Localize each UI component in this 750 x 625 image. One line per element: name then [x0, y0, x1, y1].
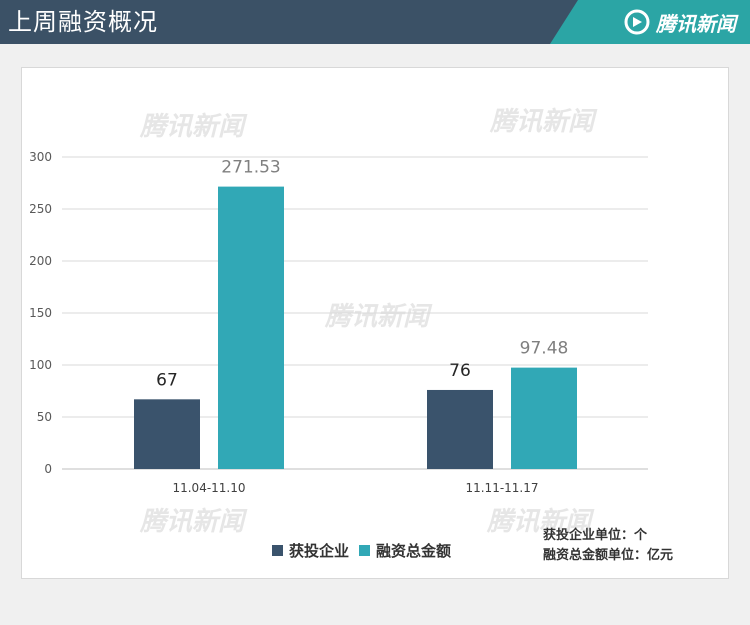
y-tick-label: 50 — [37, 410, 52, 424]
bar-amount — [218, 186, 284, 469]
chart-panel — [21, 67, 729, 579]
page-title: 上周融资概况 — [8, 8, 158, 36]
unit-note: 获投企业单位：个 融资总金额单位：亿元 — [543, 526, 673, 566]
header-bar: 上周融资概况 腾讯新闻 — [0, 0, 750, 44]
data-label: 67 — [156, 370, 178, 390]
x-category-label: 11.04-11.10 — [172, 481, 245, 495]
data-label: 76 — [449, 361, 471, 381]
unit-note-amount: 融资总金额单位：亿元 — [543, 548, 674, 563]
brand-logo-area: 腾讯新闻 — [624, 6, 736, 38]
tencent-news-logo-icon — [624, 9, 650, 35]
y-tick-label: 0 — [44, 462, 52, 476]
legend-item-amount: 融资总金额 — [359, 540, 451, 561]
watermark: 腾讯新闻 — [139, 507, 248, 537]
x-category-label: 11.11-11.17 — [465, 481, 538, 495]
y-tick-label: 250 — [29, 202, 52, 216]
legend-swatch — [359, 545, 371, 556]
legend-swatch — [272, 545, 283, 556]
y-tick-label: 100 — [29, 358, 52, 372]
legend-label: 获投企业 — [289, 542, 350, 560]
legend-label: 融资总金额 — [376, 542, 452, 560]
brand-band — [550, 0, 750, 44]
bar-companies — [427, 389, 493, 469]
legend: 获投企业 融资总金额 — [272, 540, 451, 561]
watermark: 腾讯新闻 — [139, 112, 248, 142]
y-axis-ticks: 0 50 100 150 200 250 300 — [29, 150, 52, 476]
bars — [134, 186, 577, 469]
y-tick-label: 200 — [29, 254, 52, 268]
watermark: 腾讯新闻 — [486, 507, 595, 537]
data-labels: 67 271.53 76 97.48 — [156, 158, 568, 391]
data-label: 271.53 — [221, 158, 280, 178]
x-axis-categories: 11.04-11.10 11.11-11.17 — [172, 481, 538, 495]
data-label: 97.48 — [520, 339, 569, 359]
bar-amount — [511, 367, 577, 469]
unit-note-companies: 获投企业单位：个 — [543, 528, 648, 543]
y-tick-label: 300 — [29, 150, 52, 164]
watermark: 腾讯新闻 — [489, 107, 598, 137]
bar-companies — [134, 399, 200, 469]
legend-item-companies: 获投企业 — [272, 540, 349, 561]
brand-name: 腾讯新闻 — [656, 11, 736, 36]
watermarks: 腾讯新闻 腾讯新闻 腾讯新闻 腾讯新闻 腾讯新闻 — [139, 107, 598, 537]
watermark: 腾讯新闻 — [324, 302, 433, 332]
y-tick-label: 150 — [29, 306, 52, 320]
